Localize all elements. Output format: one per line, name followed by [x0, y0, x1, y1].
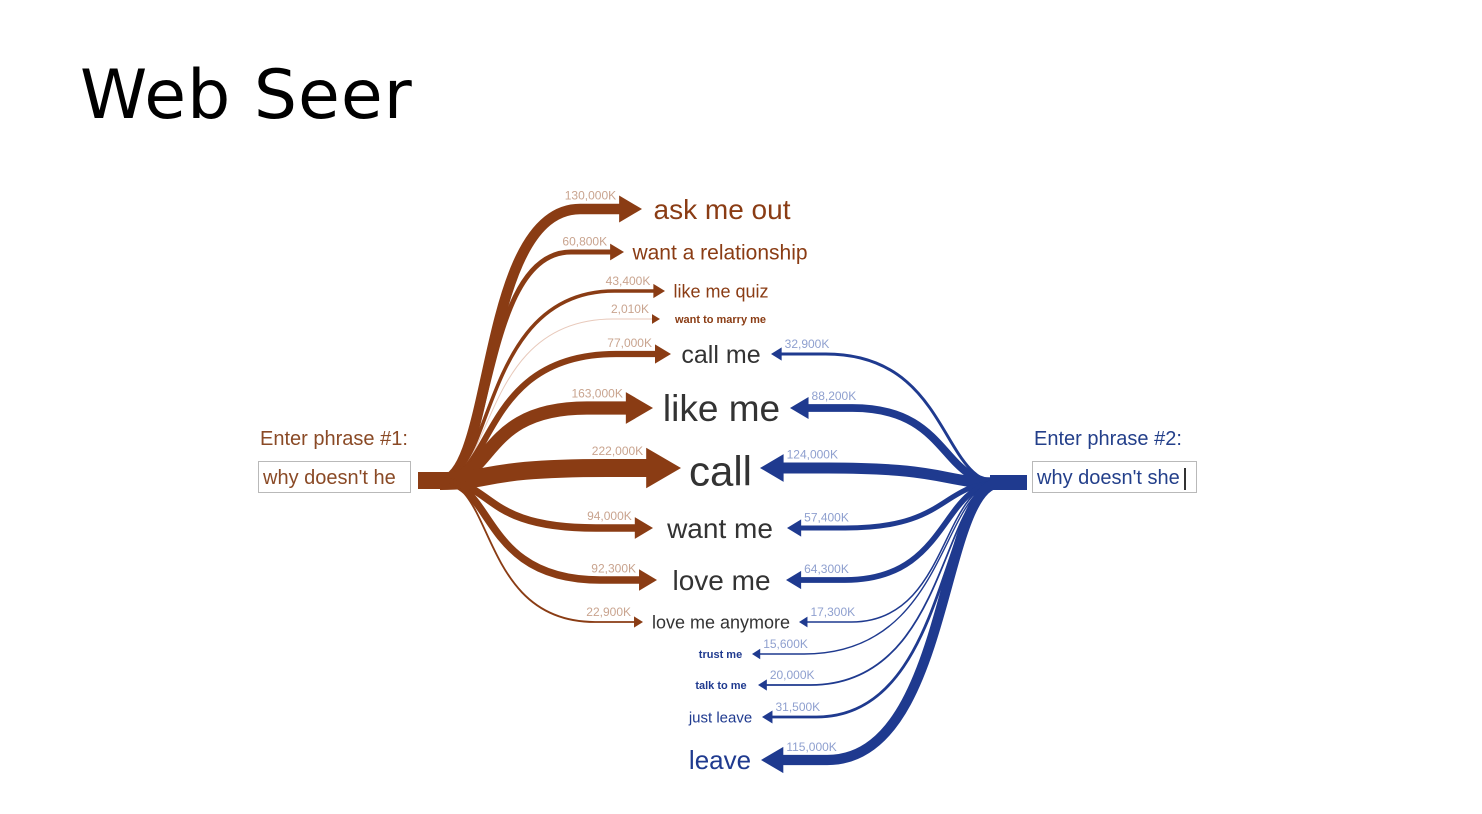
phrase1-count-label: 222,000K — [592, 444, 643, 458]
phrase2-count-label: 31,500K — [775, 700, 820, 714]
phrase2-flow — [759, 482, 1001, 655]
phrase2-count-label: 57,400K — [804, 510, 849, 524]
phrase1-count-label: 94,000K — [587, 509, 632, 523]
phrase1-arrowhead — [653, 283, 665, 299]
phrase1-arrowhead — [652, 314, 660, 324]
phrase2-flow — [800, 480, 1001, 583]
phrase2-flow — [782, 477, 1001, 766]
phrase2-arrowhead — [799, 616, 808, 628]
phrase1-count-label: 22,900K — [586, 605, 631, 619]
completion-phrase: love me — [672, 565, 770, 596]
phrase2-count-label: 20,000K — [770, 668, 815, 682]
phrase2-arrowhead — [758, 679, 767, 691]
completion-phrase: call me — [681, 341, 760, 369]
completion-phrase: love me anymore — [652, 612, 790, 632]
phrase2-count-label: 115,000K — [786, 740, 837, 754]
phrase1-flow — [439, 477, 641, 584]
phrase2-count-label: 32,900K — [785, 337, 830, 351]
slide-title: Web Seer — [80, 56, 413, 135]
text-cursor — [1183, 467, 1186, 490]
phrase1-flow — [439, 480, 636, 623]
completion-phrase: trust me — [699, 649, 742, 661]
completion-phrase: talk to me — [695, 680, 746, 692]
phrase2-arrowhead — [752, 648, 761, 660]
completion-phrase: leave — [689, 745, 751, 775]
phrase1-arrowhead — [646, 447, 681, 489]
phrase2-count-label: 15,600K — [763, 637, 808, 651]
completion-phrase: want me — [666, 513, 773, 544]
phrase1-flow — [439, 459, 648, 490]
completion-phrase: just leave — [688, 709, 752, 726]
phrase2-count-label: 64,300K — [804, 562, 849, 576]
phrase1-arrowhead — [639, 569, 657, 591]
phrase2-arrowhead — [761, 746, 784, 774]
phrase2-arrowhead — [787, 519, 802, 537]
phrase1-count-label: 77,000K — [607, 336, 652, 350]
phrase2-count-label: 124,000K — [787, 448, 838, 462]
phrase2-arrowhead — [762, 710, 773, 724]
phrase1-arrowhead — [634, 517, 653, 539]
phrase2-arrowhead — [790, 396, 809, 420]
phrase1-count-label: 163,000K — [571, 386, 622, 400]
completion-phrase: want a relationship — [631, 241, 807, 264]
phrase2-input-value: why doesn't she — [1037, 467, 1180, 489]
phrase1-count-label: 2,010K — [611, 302, 649, 316]
completion-phrase: want to marry me — [674, 314, 766, 326]
phrase1-count-label: 130,000K — [565, 189, 616, 203]
phrase2-input[interactable]: why doesn't she — [1032, 461, 1197, 493]
completion-phrase: like me quiz — [673, 281, 768, 301]
phrase1-arrowhead — [619, 195, 642, 223]
phrase1-arrowhead — [610, 243, 624, 261]
completion-phrase: call — [689, 448, 752, 495]
phrase2-label: Enter phrase #2: — [1034, 428, 1182, 450]
phrase2-flow — [782, 462, 1001, 489]
phrase1-count-label: 43,400K — [606, 274, 651, 288]
completion-phrase: ask me out — [654, 194, 791, 225]
phrase1-label: Enter phrase #1: — [260, 428, 408, 450]
phrase1-count-label: 92,300K — [591, 561, 636, 575]
phrase2-arrowhead — [760, 454, 784, 482]
completion-phrase: like me — [663, 388, 780, 429]
phrase2-count-label: 88,200K — [812, 389, 857, 403]
phrase1-input-value: why doesn't he — [263, 467, 396, 489]
phrase1-arrowhead — [625, 392, 653, 424]
phrase2-arrowhead — [786, 570, 802, 590]
phrase2-arrowhead — [771, 347, 782, 361]
phrase2-count-label: 17,300K — [810, 605, 855, 619]
phrase1-arrowhead — [655, 344, 671, 364]
phrase1-count-label: 60,800K — [562, 235, 607, 249]
phrase1-input[interactable]: why doesn't he — [258, 461, 411, 493]
phrase1-arrowhead — [634, 616, 643, 628]
